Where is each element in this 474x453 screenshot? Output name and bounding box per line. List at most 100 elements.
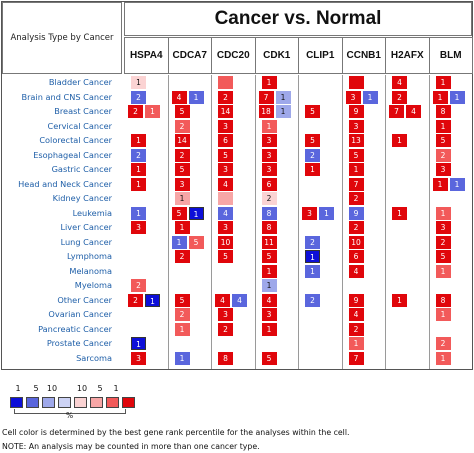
heatmap-cell[interactable]: 1 — [131, 134, 146, 147]
heatmap-cell[interactable]: 2 — [174, 250, 190, 263]
heatmap-cell[interactable]: 3 — [218, 308, 233, 321]
heatmap-cell[interactable]: 10 — [348, 235, 364, 249]
heatmap-cell[interactable]: 4 — [348, 308, 364, 321]
heatmap-cell[interactable]: 2 — [128, 105, 143, 118]
heatmap-cell[interactable]: 3 — [435, 221, 451, 234]
heatmap-cell[interactable]: 1 — [261, 279, 277, 292]
heatmap-cell[interactable]: 2 — [174, 148, 190, 162]
heatmap-cell[interactable]: 8 — [435, 293, 451, 307]
heatmap-cell[interactable] — [218, 192, 233, 205]
heatmap-cell[interactable]: 2 — [131, 90, 146, 104]
heatmap-cell[interactable]: 4 — [232, 293, 247, 307]
heatmap-cell[interactable]: 4 — [215, 293, 230, 307]
cancer-label[interactable]: Lung Cancer — [60, 236, 112, 247]
heatmap-cell[interactable]: 1 — [171, 235, 187, 249]
cancer-label[interactable]: Pancreatic Cancer — [38, 323, 112, 334]
heatmap-cell[interactable]: 1 — [305, 264, 320, 278]
heatmap-cell[interactable]: 1 — [174, 221, 190, 234]
heatmap-cell[interactable]: 8 — [261, 206, 277, 220]
heatmap-cell[interactable]: 4 — [171, 90, 187, 104]
heatmap-cell[interactable]: 1 — [348, 163, 364, 176]
heatmap-cell[interactable]: 2 — [174, 308, 190, 321]
heatmap-cell[interactable]: 1 — [432, 90, 448, 104]
cancer-label[interactable]: Gastric Cancer — [51, 164, 112, 174]
cancer-label[interactable]: Kidney Cancer — [52, 193, 112, 203]
heatmap-cell[interactable]: 9 — [348, 206, 364, 220]
heatmap-cell[interactable]: 1 — [392, 134, 407, 147]
heatmap-cell[interactable]: 5 — [261, 250, 277, 263]
heatmap-cell[interactable]: 1 — [348, 337, 364, 350]
heatmap-cell[interactable]: 5 — [171, 206, 187, 220]
heatmap-cell[interactable]: 4 — [218, 177, 233, 191]
cancer-label[interactable]: Leukemia — [72, 207, 112, 218]
heatmap-cell[interactable]: 2 — [348, 192, 364, 205]
heatmap-cell[interactable]: 4 — [218, 206, 233, 220]
cancer-label[interactable]: Prostate Cancer — [46, 338, 112, 348]
heatmap-cell[interactable]: 2 — [261, 192, 277, 205]
heatmap-cell[interactable]: 7 — [389, 105, 404, 118]
heatmap-cell[interactable]: 9 — [348, 293, 364, 307]
heatmap-cell[interactable]: 1 — [435, 351, 451, 365]
heatmap-cell[interactable]: 2 — [131, 148, 146, 162]
heatmap-cell[interactable]: 3 — [261, 148, 277, 162]
heatmap-cell[interactable]: 3 — [218, 119, 233, 133]
heatmap-cell[interactable]: 5 — [435, 134, 451, 147]
cancer-label[interactable]: Myeloma — [74, 280, 112, 290]
heatmap-cell[interactable]: 18 — [258, 105, 274, 118]
heatmap-cell[interactable]: 3 — [261, 308, 277, 321]
heatmap-cell[interactable]: 1 — [435, 76, 451, 89]
heatmap-cell[interactable]: 4 — [348, 264, 364, 278]
heatmap-cell[interactable]: 7 — [348, 177, 364, 191]
heatmap-cell[interactable]: 1 — [275, 90, 291, 104]
heatmap-cell[interactable]: 7 — [258, 90, 274, 104]
heatmap-cell[interactable]: 14 — [174, 134, 190, 147]
heatmap-cell[interactable]: 3 — [131, 221, 146, 234]
heatmap-cell[interactable]: 10 — [218, 235, 233, 249]
heatmap-cell[interactable]: 9 — [348, 105, 364, 118]
heatmap-cell[interactable]: 1 — [145, 293, 160, 307]
heatmap-cell[interactable]: 5 — [218, 148, 233, 162]
heatmap-cell[interactable] — [348, 76, 364, 89]
heatmap-cell[interactable]: 1 — [275, 105, 291, 118]
heatmap-cell[interactable]: 2 — [392, 90, 407, 104]
heatmap-cell[interactable]: 2 — [305, 148, 320, 162]
heatmap-cell[interactable]: 3 — [131, 351, 146, 365]
cancer-label[interactable]: Esophageal Cancer — [33, 149, 112, 160]
heatmap-cell[interactable]: 2 — [131, 279, 146, 292]
heatmap-cell[interactable]: 2 — [218, 90, 233, 104]
heatmap-cell[interactable]: 1 — [261, 264, 277, 278]
heatmap-cell[interactable]: 1 — [319, 206, 334, 220]
heatmap-cell[interactable]: 1 — [435, 264, 451, 278]
heatmap-cell[interactable]: 1 — [392, 206, 407, 220]
heatmap-cell[interactable]: 5 — [218, 250, 233, 263]
heatmap-cell[interactable]: 2 — [435, 337, 451, 350]
heatmap-cell[interactable]: 1 — [188, 90, 204, 104]
heatmap-cell[interactable]: 3 — [435, 163, 451, 176]
heatmap-cell[interactable]: 2 — [435, 235, 451, 249]
heatmap-cell[interactable]: 1 — [261, 322, 277, 336]
cancer-label[interactable]: Brain and CNS Cancer — [21, 91, 112, 102]
heatmap-cell[interactable]: 3 — [345, 90, 361, 104]
heatmap-cell[interactable]: 5 — [348, 148, 364, 162]
heatmap-cell[interactable]: 1 — [131, 177, 146, 191]
heatmap-cell[interactable]: 5 — [305, 134, 320, 147]
heatmap-cell[interactable]: 5 — [435, 250, 451, 263]
heatmap-cell[interactable]: 1 — [174, 351, 190, 365]
heatmap-cell[interactable]: 1 — [174, 322, 190, 336]
heatmap-cell[interactable]: 6 — [218, 134, 233, 147]
heatmap-cell[interactable]: 5 — [188, 235, 204, 249]
heatmap-cell[interactable]: 1 — [392, 293, 407, 307]
heatmap-cell[interactable]: 7 — [348, 351, 364, 365]
heatmap-cell[interactable]: 3 — [218, 163, 233, 176]
heatmap-cell[interactable]: 1 — [131, 163, 146, 176]
heatmap-cell[interactable]: 8 — [261, 221, 277, 234]
heatmap-cell[interactable]: 3 — [348, 119, 364, 133]
heatmap-cell[interactable]: 1 — [362, 90, 378, 104]
heatmap-cell[interactable]: 1 — [435, 206, 451, 220]
cancer-label[interactable]: Melanoma — [69, 265, 112, 276]
heatmap-cell[interactable]: 8 — [218, 351, 233, 365]
heatmap-cell[interactable]: 1 — [261, 76, 277, 89]
heatmap-cell[interactable]: 4 — [261, 293, 277, 307]
heatmap-cell[interactable]: 2 — [218, 322, 233, 336]
heatmap-cell[interactable]: 1 — [145, 105, 160, 118]
